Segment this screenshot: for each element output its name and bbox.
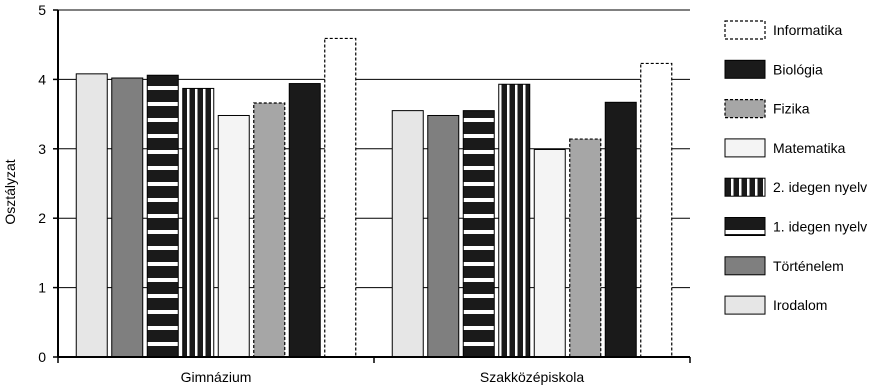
legend-swatch [724, 295, 766, 315]
bars [75, 37, 673, 358]
bar-matematika-1 [217, 114, 250, 358]
bar-irodalom-2 [391, 110, 424, 358]
y-tick-label: 4 [38, 71, 46, 87]
legend-swatch [724, 59, 766, 79]
legend-swatch [724, 138, 766, 158]
y-tick-label: 5 [38, 2, 46, 18]
legend-label: 1. idegen nyelv [773, 219, 867, 235]
legend-label: 2. idegen nyelv [773, 179, 867, 195]
legend-label: Biológia [773, 61, 823, 77]
legend-swatch [724, 20, 766, 40]
legend-swatch [724, 98, 766, 119]
bar-informatika-1 [324, 37, 357, 358]
legend-label: Matematika [773, 140, 846, 156]
legend-swatch [724, 256, 766, 276]
legend: Informatika Biológia Fizika Matematika 2. id… [724, 20, 867, 315]
y-tick-label: 0 [38, 349, 46, 365]
bar-t-rt-nelem-2 [427, 114, 460, 358]
legend-label: Fizika [773, 101, 810, 117]
legend-label: Történelem [773, 258, 844, 274]
bar-2-idegen-nyelv-2 [498, 83, 531, 358]
bar-informatika-2 [640, 62, 673, 358]
x-category-label: Gimnázium [181, 369, 252, 385]
bar-irodalom-1 [75, 73, 108, 358]
legend-label: Informatika [773, 22, 842, 38]
bar-biol-gia-1 [288, 83, 321, 358]
bar-2-idegen-nyelv-1 [182, 87, 215, 358]
bar-matematika-2 [533, 148, 566, 358]
bar-t-rt-nelem-1 [111, 77, 144, 358]
bar-fizika-1 [253, 102, 286, 358]
y-tick-label: 3 [38, 141, 46, 157]
bar-fizika-2 [569, 138, 602, 358]
bar-1-idegen-nyelv-2 [462, 110, 495, 358]
legend-swatch [724, 217, 766, 236]
x-category-label: Szakközépiskola [480, 369, 584, 385]
bar-1-idegen-nyelv-1 [146, 74, 179, 358]
bar-biol-gia-2 [604, 101, 637, 358]
axes: 0 1 2 3 4 5 Gimnázium Szakközépiskola [38, 2, 691, 385]
y-tick-label: 2 [38, 210, 46, 226]
y-axis-title: Osztályzat [2, 159, 18, 224]
legend-swatch [724, 177, 766, 197]
legend-label: Irodalom [773, 297, 827, 313]
y-tick-label: 1 [38, 280, 46, 296]
